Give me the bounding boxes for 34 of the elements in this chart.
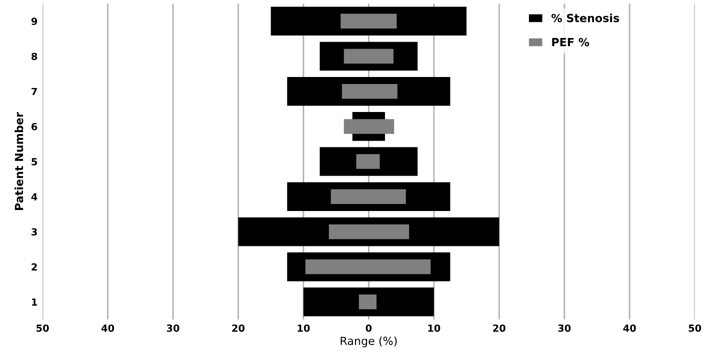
x-axis-title: Range (%) xyxy=(340,336,397,348)
y-tick-label: 9 xyxy=(31,18,38,26)
x-tick-label: 50 xyxy=(36,324,49,332)
y-tick-label: 6 xyxy=(32,122,38,130)
bar xyxy=(356,154,380,169)
bar xyxy=(328,224,410,240)
y-tick-label: 7 xyxy=(32,88,37,96)
y-axis-title: Patient Number xyxy=(14,112,24,210)
y-tick-label: 3 xyxy=(32,228,37,236)
x-tick-label: 20 xyxy=(232,324,245,332)
x-tick-label: 30 xyxy=(166,324,180,332)
x-tick-label: 10 xyxy=(428,324,440,332)
bar xyxy=(303,288,434,316)
legend-label: PEF % xyxy=(552,38,590,46)
legend-label: % Stenosis xyxy=(552,14,620,22)
bar xyxy=(342,84,398,99)
x-tick-label: 40 xyxy=(101,324,114,332)
bar xyxy=(330,189,406,204)
y-tick-label: 1 xyxy=(32,298,38,306)
bar xyxy=(340,14,397,29)
x-tick-label: 20 xyxy=(493,324,506,332)
bar xyxy=(358,294,377,310)
y-tick-label: 2 xyxy=(32,263,37,270)
x-tick-label: 10 xyxy=(298,324,310,332)
bar xyxy=(305,259,431,274)
y-tick-label: 8 xyxy=(32,52,38,60)
y-tick-label: 4 xyxy=(31,193,38,200)
x-tick-label: 0 xyxy=(366,324,372,332)
bar xyxy=(344,119,394,134)
x-tick-label: 30 xyxy=(558,324,571,332)
y-tick-label: 5 xyxy=(32,158,37,166)
x-tick-label: 50 xyxy=(688,324,702,332)
x-tick-label: 40 xyxy=(623,324,636,332)
bar xyxy=(344,48,394,64)
